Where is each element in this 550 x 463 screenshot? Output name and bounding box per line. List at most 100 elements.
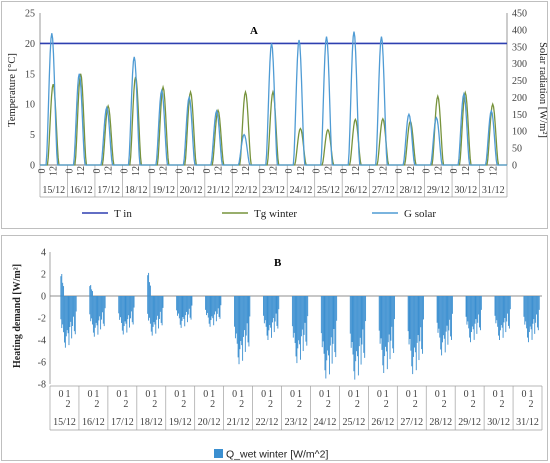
heating-demand-bar xyxy=(264,296,266,321)
heating-demand-bar xyxy=(60,276,62,296)
heating-demand-bar xyxy=(183,296,185,319)
heating-demand-bar xyxy=(306,296,308,346)
heating-demand-bar xyxy=(303,296,305,335)
heating-demand-bar xyxy=(100,296,102,330)
day-label: 18/12 xyxy=(140,417,163,428)
day-label: 26/12 xyxy=(345,185,368,196)
heating-demand-bar xyxy=(420,296,422,328)
heating-demand-bar xyxy=(437,296,439,333)
hour-tick-label: 2 xyxy=(210,399,215,410)
day-label: 28/12 xyxy=(429,417,452,428)
heating-demand-bar xyxy=(360,296,362,365)
day-label: 29/12 xyxy=(458,417,481,428)
hour-tick-label: 1 xyxy=(326,389,331,400)
heating-demand-bar xyxy=(66,296,68,331)
heating-demand-bar xyxy=(94,296,96,328)
heating-demand-bar xyxy=(328,296,330,375)
hour-tick-label: 2 xyxy=(181,399,186,410)
hour-tick-label: 2 xyxy=(355,399,360,410)
heating-demand-bar xyxy=(157,296,159,316)
day-label: 20/12 xyxy=(180,185,203,196)
heating-demand-bar xyxy=(263,296,264,316)
heating-demand-bar xyxy=(480,296,482,310)
hour-tick-label: 1 xyxy=(123,389,128,400)
heating-demand-bar xyxy=(362,296,364,330)
heating-demand-bar xyxy=(389,296,391,360)
heating-demand-bar xyxy=(387,296,389,343)
hour-tick-label: 0 xyxy=(58,389,63,400)
heating-demand-bar xyxy=(380,296,382,339)
heating-demand-bar xyxy=(218,296,220,317)
heating-demand-bar xyxy=(350,296,352,348)
heating-demand-bar xyxy=(471,296,473,327)
heating-demand-bar xyxy=(209,296,211,327)
chart-b-ylabel: Heating demand [W/m²] xyxy=(12,264,23,368)
heating-demand-bar xyxy=(409,296,411,339)
heating-demand-bar xyxy=(127,296,129,320)
heating-demand-bar xyxy=(248,296,250,347)
day-label: 22/12 xyxy=(235,185,258,196)
heating-demand-bar xyxy=(385,296,386,347)
heating-demand-bar xyxy=(332,296,334,344)
hour-tick-label: 12 xyxy=(461,166,472,176)
heating-demand-bar xyxy=(354,296,356,380)
heating-demand-bar xyxy=(381,296,383,350)
day-label: 22/12 xyxy=(256,417,279,428)
heating-demand-bar xyxy=(523,296,525,317)
heating-demand-bar xyxy=(72,296,74,326)
y-tick-label: 2 xyxy=(41,270,46,281)
heating-demand-bar xyxy=(497,296,499,327)
hour-tick-label: 2 xyxy=(326,399,331,410)
heating-demand-bar xyxy=(443,296,445,339)
heating-demand-bar xyxy=(412,296,414,375)
heating-demand-bar xyxy=(414,296,416,353)
heating-demand-bar xyxy=(466,296,468,325)
heating-demand-bar xyxy=(413,296,415,357)
heating-demand-bar xyxy=(386,296,388,370)
day-label: 26/12 xyxy=(371,417,394,428)
heating-demand-bar xyxy=(62,296,64,325)
heating-demand-bar xyxy=(385,296,387,352)
day-label: 29/12 xyxy=(427,185,450,196)
hour-tick-label: 0 xyxy=(290,389,295,400)
heating-demand-bar xyxy=(102,296,104,324)
heating-demand-bar xyxy=(384,296,386,357)
day-label: 16/12 xyxy=(70,185,93,196)
heating-demand-bar xyxy=(418,296,420,361)
heating-demand-bar xyxy=(91,289,93,296)
day-label: 31/12 xyxy=(482,185,505,196)
heating-demand-bar xyxy=(327,296,329,351)
heating-demand-bar xyxy=(92,291,93,296)
hour-tick-label: 0 xyxy=(449,169,460,174)
heating-demand-bar xyxy=(301,296,303,330)
heating-demand-bar xyxy=(235,296,237,334)
heating-demand-bar xyxy=(329,296,331,346)
heating-demand-bar xyxy=(468,296,470,329)
heating-demand-bar xyxy=(62,282,64,296)
heating-demand-bar xyxy=(206,296,207,316)
heating-demand-bar xyxy=(535,296,537,323)
heating-demand-bar xyxy=(74,296,76,335)
heating-demand-bar xyxy=(440,296,442,350)
heating-demand-bar xyxy=(436,296,438,323)
heating-demand-bar xyxy=(176,296,178,311)
hour-tick-label: 1 xyxy=(413,389,418,400)
heating-demand-bar xyxy=(496,296,498,321)
heating-demand-bar xyxy=(293,296,295,333)
heating-demand-bar xyxy=(328,296,329,356)
heating-demand-bar xyxy=(121,296,122,323)
heating-demand-bar xyxy=(186,296,188,323)
heating-demand-bar xyxy=(449,296,451,320)
hour-tick-label: 1 xyxy=(442,389,447,400)
y-tick-label: 25 xyxy=(25,9,35,20)
hour-tick-label: 0 xyxy=(367,169,378,174)
heating-demand-bar xyxy=(70,296,72,322)
heating-demand-bar xyxy=(323,296,325,354)
hour-tick-label: 2 xyxy=(442,399,447,410)
heating-demand-bar xyxy=(64,296,65,343)
heating-demand-bar xyxy=(326,296,328,361)
y-tick-label: 5 xyxy=(30,130,35,141)
heating-demand-bar xyxy=(90,285,92,296)
chart-a-y2label: Solar radiation [W/m²] xyxy=(537,42,548,138)
hour-tick-label: 12 xyxy=(433,166,444,176)
